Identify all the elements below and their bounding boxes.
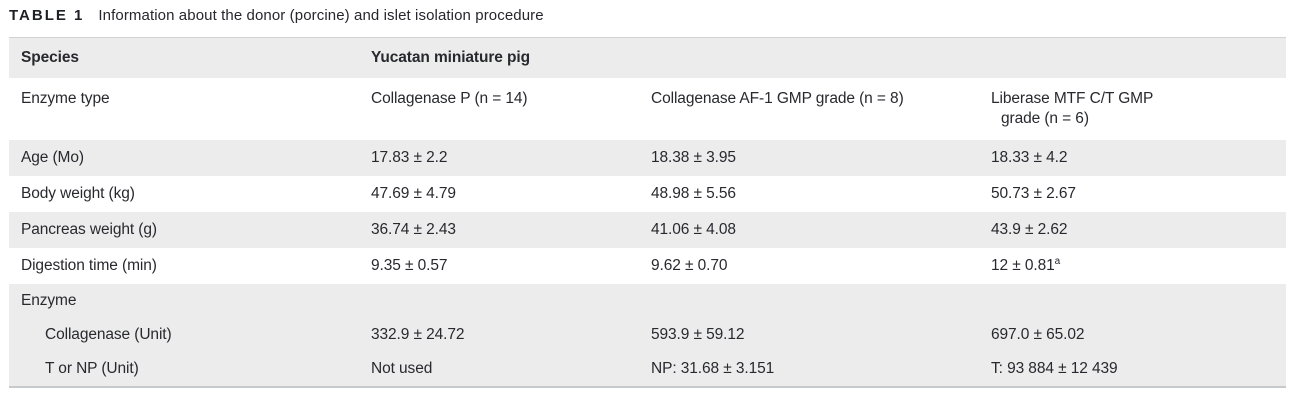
cell-enzyme-type-col2: Collagenase AF-1 GMP grade (n = 8) — [651, 90, 904, 107]
cell-pancreas-weight-col3: 43.9 ± 2.62 — [991, 221, 1068, 238]
cell-age-col1: 17.83 ± 2.2 — [371, 149, 448, 166]
row-header-pancreas-weight: Pancreas weight (g) — [21, 221, 157, 238]
row-header-collagenase-unit: Collagenase (Unit) — [45, 326, 172, 343]
cell-enzyme-type-col3-text: Liberase MTF C/T GMP grade (n = 6) — [991, 90, 1153, 127]
row-header-age: Age (Mo) — [21, 149, 84, 166]
table-caption-label: TABLE 1 — [9, 7, 85, 24]
table-row-digestion-time: Digestion time (min) 9.35 ± 0.57 9.62 ± … — [9, 248, 1286, 284]
cell-age-col3: 18.33 ± 4.2 — [991, 149, 1068, 166]
row-header-digestion-time: Digestion time (min) — [21, 257, 157, 274]
table-row-pancreas-weight: Pancreas weight (g) 36.74 ± 2.43 41.06 ±… — [9, 212, 1287, 248]
footnote-marker: a — [1054, 255, 1061, 267]
row-header-t-or-np-unit: T or NP (Unit) — [45, 360, 139, 377]
cell-age-col2: 18.38 ± 3.95 — [651, 149, 736, 166]
section-header-enzyme: Enzyme — [21, 292, 77, 309]
row-header-species: Species — [21, 49, 79, 66]
table-caption: TABLE 1 Information about the donor (porc… — [0, 0, 1295, 26]
cell-body-weight-col1: 47.69 ± 4.79 — [371, 185, 456, 202]
cell-t-or-np-unit-col3: T: 93 884 ± 12 439 — [991, 360, 1118, 377]
table-row-species: Species Yucatan miniature pig — [9, 37, 1287, 78]
row-header-body-weight: Body weight (kg) — [21, 185, 135, 202]
cell-body-weight-col3: 50.73 ± 2.67 — [991, 185, 1076, 202]
table-row-t-or-np-unit: T or NP (Unit) Not used NP: 31.68 ± 3.15… — [9, 352, 1287, 387]
cell-digestion-time-col1: 9.35 ± 0.57 — [371, 257, 448, 274]
row-header-enzyme-type: Enzyme type — [21, 90, 110, 107]
cell-pancreas-weight-col2: 41.06 ± 4.08 — [651, 221, 736, 238]
cell-pancreas-weight-col1: 36.74 ± 2.43 — [371, 221, 456, 238]
table-row-enzyme-type: Enzyme type Collagenase P (n = 14) Colla… — [9, 78, 1286, 140]
cell-collagenase-unit-col2: 593.9 ± 59.12 — [651, 326, 745, 343]
donor-islet-isolation-table: Species Yucatan miniature pig Enzyme typ… — [9, 37, 1287, 388]
table-caption-text: Information about the donor (porcine) an… — [98, 7, 544, 24]
cell-digestion-time-col3: 12 ± 0.81a — [991, 248, 1286, 284]
cell-enzyme-type-col1: Collagenase P (n = 14) — [371, 90, 528, 107]
table-row-enzyme-section: Enzyme — [9, 284, 1287, 318]
species-value: Yucatan miniature pig — [371, 49, 530, 66]
cell-enzyme-type-col3: Liberase MTF C/T GMP grade (n = 6) — [991, 78, 1286, 140]
cell-t-or-np-unit-col1: Not used — [371, 360, 433, 377]
table-row-age: Age (Mo) 17.83 ± 2.2 18.38 ± 3.95 18.33 … — [9, 140, 1287, 176]
cell-body-weight-col2: 48.98 ± 5.56 — [651, 185, 736, 202]
table-row-collagenase-unit: Collagenase (Unit) 332.9 ± 24.72 593.9 ±… — [9, 318, 1287, 352]
cell-collagenase-unit-col1: 332.9 ± 24.72 — [371, 326, 465, 343]
cell-digestion-time-col2: 9.62 ± 0.70 — [651, 257, 728, 274]
cell-t-or-np-unit-col2: NP: 31.68 ± 3.151 — [651, 360, 775, 377]
cell-collagenase-unit-col3: 697.0 ± 65.02 — [991, 326, 1085, 343]
table-row-body-weight: Body weight (kg) 47.69 ± 4.79 48.98 ± 5.… — [9, 176, 1286, 212]
cell-digestion-time-col3-value: 12 ± 0.81 — [991, 257, 1055, 274]
